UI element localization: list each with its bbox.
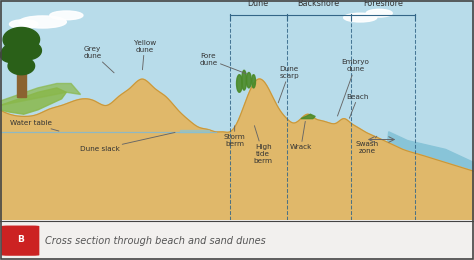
Polygon shape: [379, 132, 474, 220]
Ellipse shape: [242, 70, 246, 90]
Polygon shape: [0, 47, 23, 63]
Text: Dune
scarp: Dune scarp: [278, 66, 299, 103]
Text: Yellow
dune: Yellow dune: [134, 40, 155, 70]
Ellipse shape: [19, 16, 66, 28]
Text: Cross section through beach and sand dunes: Cross section through beach and sand dun…: [45, 236, 266, 246]
Polygon shape: [14, 41, 41, 60]
Polygon shape: [0, 79, 474, 220]
Ellipse shape: [9, 20, 38, 29]
Text: High
tide
berm: High tide berm: [254, 126, 273, 164]
Polygon shape: [180, 130, 209, 132]
Ellipse shape: [237, 75, 242, 92]
FancyBboxPatch shape: [1, 225, 39, 256]
Text: Backshore: Backshore: [298, 0, 339, 8]
Text: Grey
dune: Grey dune: [83, 46, 114, 73]
Ellipse shape: [344, 13, 377, 22]
Ellipse shape: [366, 9, 392, 17]
Polygon shape: [17, 70, 26, 97]
Text: Fore
dune: Fore dune: [200, 53, 246, 74]
Ellipse shape: [50, 11, 83, 20]
Ellipse shape: [252, 75, 255, 88]
Polygon shape: [301, 114, 315, 119]
Polygon shape: [2, 43, 31, 63]
Text: Swash
zone: Swash zone: [356, 136, 379, 154]
Text: Storm
berm: Storm berm: [224, 126, 246, 147]
Text: Foreshore: Foreshore: [363, 0, 403, 8]
Text: Beach: Beach: [346, 94, 369, 118]
Text: B: B: [17, 235, 24, 244]
Polygon shape: [3, 28, 39, 52]
Text: Water table: Water table: [10, 120, 59, 131]
Text: Dune: Dune: [247, 0, 268, 8]
Ellipse shape: [246, 73, 251, 88]
Text: Wrack: Wrack: [290, 121, 312, 150]
Polygon shape: [8, 57, 35, 75]
Polygon shape: [0, 88, 66, 114]
Text: Dune slack: Dune slack: [80, 132, 175, 152]
Text: Embryo
dune: Embryo dune: [337, 60, 369, 116]
Polygon shape: [0, 83, 81, 106]
